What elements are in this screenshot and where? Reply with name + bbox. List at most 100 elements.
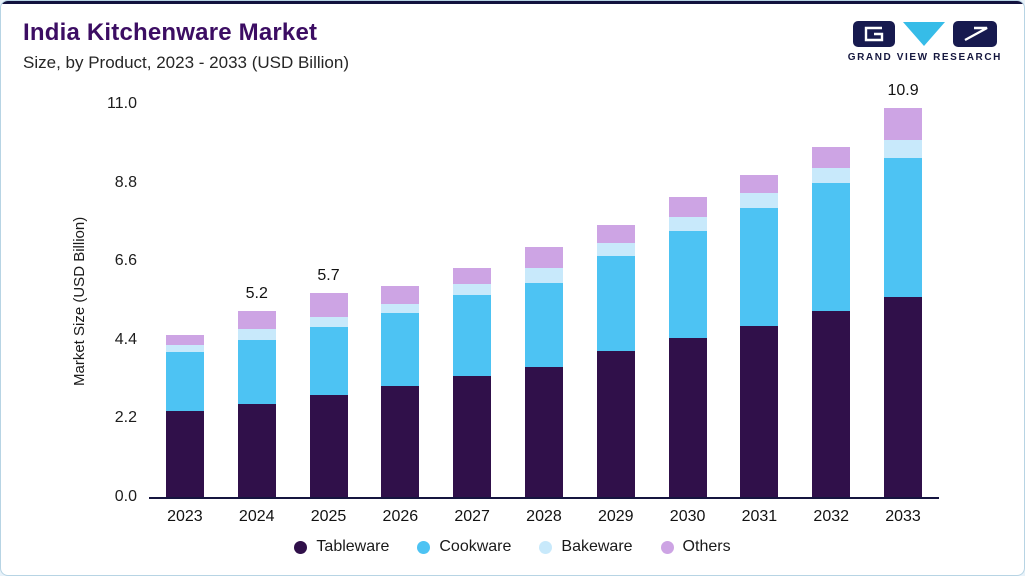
bar-segment-others (237, 311, 276, 330)
bar-column-2025: 5.7 (293, 104, 365, 497)
bar-segment-cookware (812, 182, 851, 312)
bar-segment-tableware (596, 350, 635, 497)
bar-2029 (596, 225, 635, 497)
bar-segment-cookware (381, 313, 420, 387)
bar-column-2023 (149, 104, 221, 497)
bar-segment-others (309, 293, 348, 317)
bar-column-2026 (364, 104, 436, 497)
bar-2023 (165, 334, 204, 497)
bar-segment-bakeware (309, 316, 348, 328)
bar-segment-tableware (668, 338, 707, 497)
y-axis-ticks: 0.0 2.2 4.4 6.6 8.8 11.0 (59, 95, 137, 505)
y-tick-label: 4.4 (114, 330, 137, 348)
bar-2031 (740, 175, 779, 497)
bar-segment-others (596, 225, 635, 244)
bar-column-2031 (724, 104, 796, 497)
logo-r-mark-icon (964, 26, 988, 42)
y-tick-label: 2.2 (114, 409, 137, 427)
legend-swatch-others (660, 540, 674, 554)
header: India Kitchenware Market Size, by Produc… (23, 19, 1002, 73)
bar-column-2029 (580, 104, 652, 497)
legend-item-cookware: Cookware (417, 538, 511, 556)
top-accent-bar (1, 1, 1024, 4)
legend-label-others: Others (682, 538, 731, 555)
bar-segment-cookware (524, 282, 563, 367)
bar-segment-others (740, 175, 779, 194)
legend-swatch-tableware (294, 540, 308, 554)
x-tick-label-2031: 2031 (741, 508, 778, 525)
bar-segment-others (165, 334, 204, 346)
page-title: India Kitchenware Market (23, 19, 318, 46)
y-tick-label: 0.0 (114, 488, 137, 505)
y-tick-label: 11.0 (107, 95, 137, 112)
legend-label-cookware: Cookware (439, 538, 512, 555)
bar-segment-others (381, 286, 420, 305)
bar-segment-cookware (309, 327, 348, 396)
bar-segment-cookware (884, 157, 923, 297)
bar-segment-tableware (165, 411, 204, 497)
legend-swatch-bakeware (539, 540, 553, 554)
x-tick-label-2025: 2025 (310, 508, 347, 525)
x-tick-label-2024: 2024 (238, 508, 275, 525)
bar-2032 (812, 146, 851, 497)
bar-segment-others (453, 268, 492, 285)
page-subtitle: Size, by Product, 2023 - 2033 (USD Billi… (23, 53, 349, 72)
bar-segment-tableware (884, 296, 923, 497)
legend: Tableware Cookware Bakeware Others (1, 538, 1024, 556)
legend-item-bakeware: Bakeware (539, 538, 633, 556)
x-tick-label-2028: 2028 (526, 508, 562, 525)
legend-label-tableware: Tableware (316, 538, 390, 555)
bar-segment-bakeware (165, 345, 204, 353)
bar-segment-bakeware (453, 284, 492, 296)
x-axis-labels: 2023 2024 2025 2026 2027 2028 2029 2030 2031 2032… (149, 508, 939, 526)
legend-item-others: Others (660, 538, 731, 556)
x-tick-label-2026: 2026 (382, 508, 419, 525)
bar-segment-tableware (237, 404, 276, 497)
bar-segment-bakeware (740, 193, 779, 208)
bar-segment-cookware (596, 255, 635, 351)
x-tick-label-2027: 2027 (454, 508, 490, 525)
x-tick-label-2032: 2032 (813, 508, 850, 525)
bar-segment-cookware (453, 295, 492, 376)
bar-segment-tableware (453, 375, 492, 497)
bar-2024 (237, 311, 276, 497)
bar-column-2033: 10.9 (867, 82, 939, 497)
bar-segment-bakeware (668, 216, 707, 231)
bar-2027 (453, 268, 492, 497)
bar-segment-bakeware (381, 304, 420, 314)
plot-area: 5.2 5.7 10.9 (149, 82, 939, 499)
x-tick-label-2030: 2030 (669, 508, 706, 525)
bar-segment-tableware (812, 311, 851, 497)
bar-segment-cookware (668, 230, 707, 338)
bar-column-2027 (436, 104, 508, 497)
title-block: India Kitchenware Market Size, by Produc… (23, 19, 349, 73)
y-tick-label: 6.6 (114, 252, 137, 270)
bar-2030 (668, 196, 707, 497)
bar-2026 (381, 286, 420, 497)
x-tick-label-2023: 2023 (167, 508, 203, 525)
legend-swatch-cookware (417, 540, 431, 554)
x-tick-label-2029: 2029 (597, 508, 634, 525)
bar-segment-tableware (381, 386, 420, 497)
logo-triangle-icon (902, 22, 945, 46)
bar-segment-others (812, 146, 851, 169)
brand-logo-text: GRAND VIEW RESEARCH (847, 52, 1002, 63)
x-tick-label-2033: 2033 (885, 508, 921, 525)
bar-segment-bakeware (812, 168, 851, 183)
bar-segment-bakeware (884, 139, 923, 158)
bar-segment-bakeware (237, 329, 276, 340)
bar-2033 (884, 107, 923, 497)
y-tick-label: 8.8 (114, 173, 137, 191)
bar-2028 (524, 246, 563, 497)
brand-logo: GRAND VIEW RESEARCH (848, 19, 1002, 63)
logo-g-mark-icon (864, 26, 884, 42)
bar-column-2030 (652, 104, 724, 497)
bar-column-2024: 5.2 (221, 104, 293, 497)
bar-segment-tableware (309, 395, 348, 497)
bar-value-label: 5.2 (245, 285, 268, 303)
bar-segment-others (524, 246, 563, 269)
bar-column-2028 (508, 104, 580, 497)
bar-segment-tableware (524, 366, 563, 497)
bar-segment-cookware (740, 207, 779, 326)
